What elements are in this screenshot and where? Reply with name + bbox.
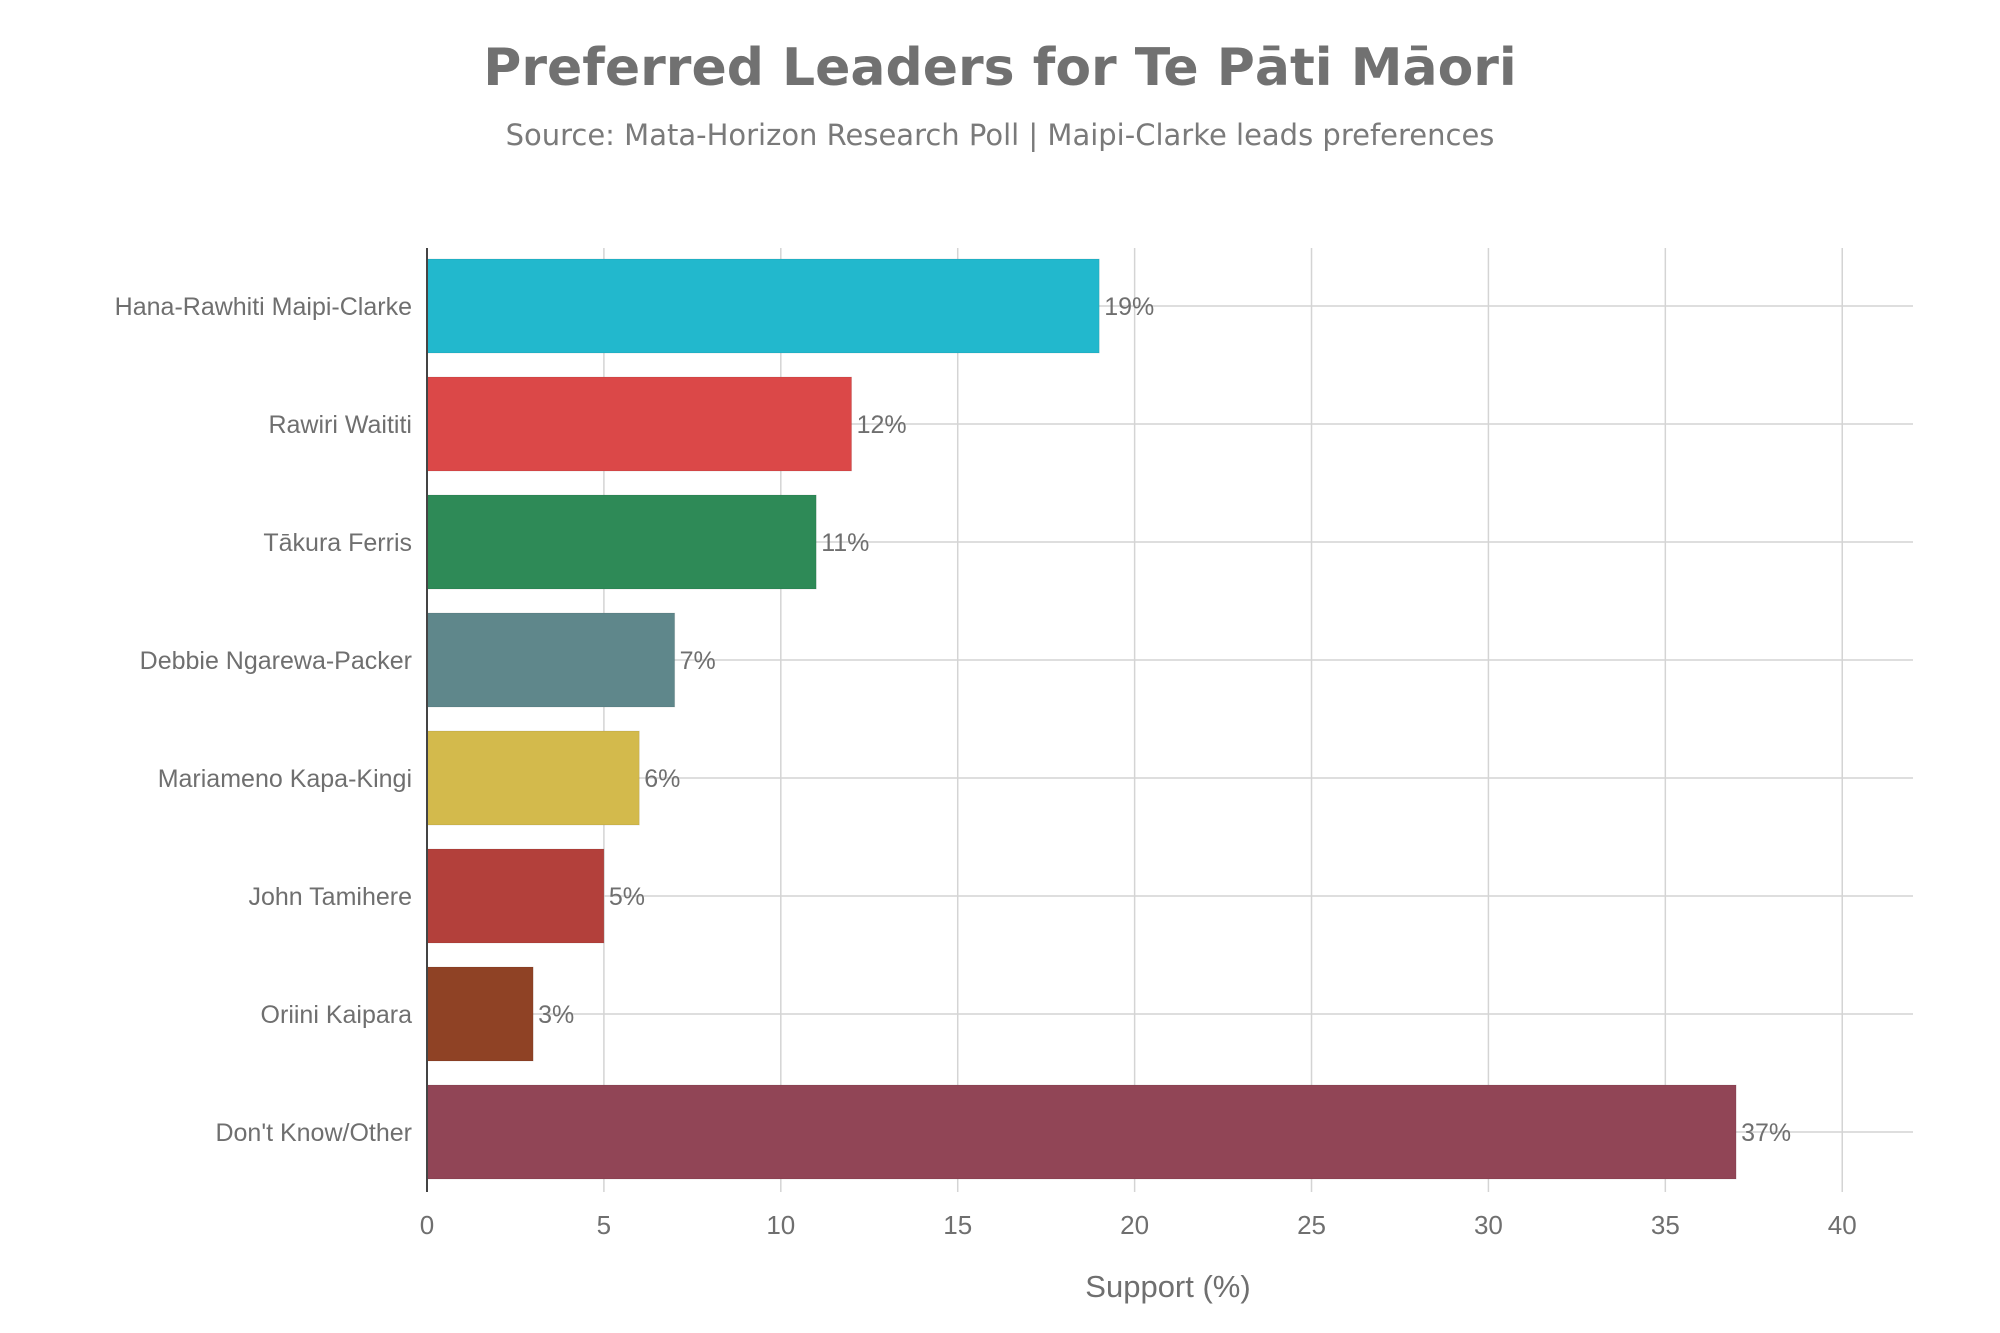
labels: 0 5 10 15 20 25 30 35 40 Hana-Rawhiti Maipi-Clark… [115, 293, 1857, 1240]
bar [426, 848, 605, 944]
bar [426, 494, 817, 590]
x-tick-label: 35 [1651, 1210, 1680, 1240]
bar [426, 1084, 1737, 1180]
x-tick-label: 20 [1120, 1210, 1149, 1240]
bar [426, 258, 1100, 354]
category-label: John Tamihere [248, 883, 412, 911]
value-label: 11% [821, 529, 869, 557]
x-tick-label: 30 [1474, 1210, 1503, 1240]
bars [426, 258, 1737, 1180]
category-label: Rawiri Waititi [268, 411, 412, 439]
x-tick-label: 25 [1297, 1210, 1326, 1240]
category-label: Don't Know/Other [215, 1119, 412, 1147]
value-label: 3% [538, 1001, 574, 1029]
value-label: 12% [857, 411, 907, 439]
x-tick-label: 15 [943, 1210, 972, 1240]
bar [426, 376, 853, 472]
x-tick-label: 10 [766, 1210, 795, 1240]
value-label: 5% [609, 883, 645, 911]
category-label: Tākura Ferris [263, 529, 412, 557]
value-label: 7% [680, 647, 716, 675]
x-axis-title: Support (%) [1085, 1269, 1250, 1304]
value-label: 19% [1104, 293, 1154, 321]
x-tick-label: 5 [597, 1210, 611, 1240]
bar [426, 612, 676, 708]
x-tick-label: 40 [1828, 1210, 1857, 1240]
bar [426, 966, 534, 1062]
x-tick-label: 0 [420, 1210, 434, 1240]
value-label: 37% [1741, 1119, 1791, 1147]
bar [426, 730, 640, 826]
category-label: Mariameno Kapa-Kingi [158, 765, 412, 793]
category-label: Debbie Ngarewa-Packer [140, 647, 412, 675]
value-label: 6% [644, 765, 680, 793]
category-label: Oriini Kaipara [261, 1001, 413, 1029]
category-label: Hana-Rawhiti Maipi-Clarke [115, 293, 412, 321]
chart-title: Preferred Leaders for Te Pāti Māori [483, 38, 1517, 98]
chart-subtitle: Source: Mata-Horizon Research Poll | Mai… [505, 118, 1495, 152]
